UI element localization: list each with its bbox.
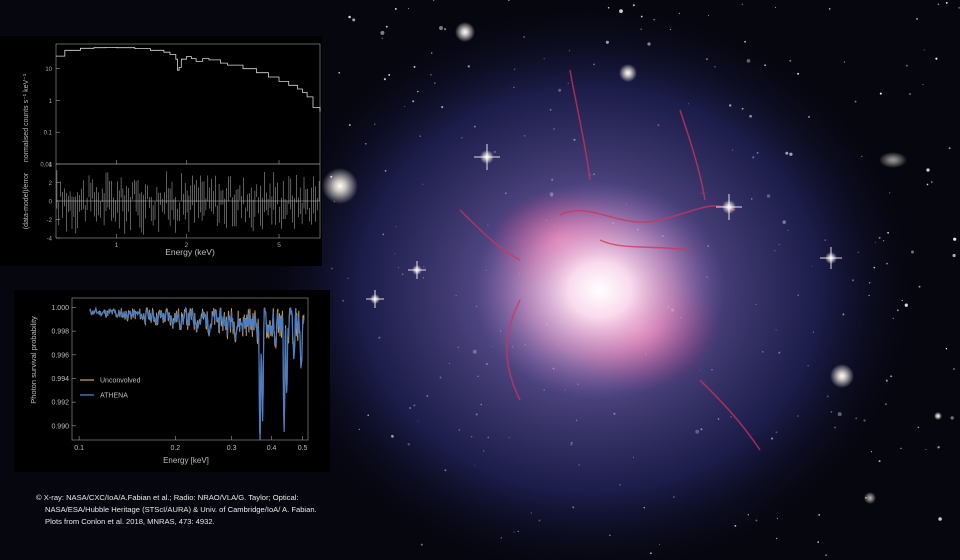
survival-y-tick-label: 0.998 xyxy=(51,329,69,336)
background-star xyxy=(394,7,397,10)
background-star xyxy=(338,72,341,74)
background-star xyxy=(948,147,951,150)
background-star xyxy=(871,451,873,453)
background-star xyxy=(828,8,831,10)
background-star xyxy=(380,30,385,35)
background-star xyxy=(507,0,510,1)
background-star xyxy=(953,237,957,241)
survival-series-athena xyxy=(89,306,305,441)
background-star xyxy=(381,37,383,39)
background-star xyxy=(952,253,956,258)
survival-y-tick-label: 0.996 xyxy=(51,352,69,359)
survival-y-tick-label: 1.000 xyxy=(51,305,69,312)
survival-x-tick-label: 0.1 xyxy=(74,445,84,452)
background-star xyxy=(915,17,919,20)
background-star xyxy=(854,100,857,103)
spectrum-top-y-tick-label: 10 xyxy=(45,67,52,73)
spectrum-bottom-y-label: (data-model)/error xyxy=(23,172,30,229)
spectrum-top-y-label: normalised counts s⁻¹ keV⁻¹ xyxy=(23,73,30,162)
background-star xyxy=(348,15,351,19)
background-star xyxy=(922,83,924,86)
background-star xyxy=(926,183,929,186)
background-star xyxy=(433,0,435,2)
spectrum-top-y-tick-label: 1 xyxy=(49,99,53,105)
background-star xyxy=(352,18,356,22)
background-star xyxy=(917,426,920,429)
spectrum-x-tick-label: 2 xyxy=(185,242,189,249)
background-star xyxy=(926,168,930,172)
survival-y-tick-label: 0.992 xyxy=(51,400,69,407)
xray-spectrum-panel: 10 1 0.1 0.01 4 2 0 -2 -4 1 2 5 Energy (keV) normal… xyxy=(0,36,322,266)
background-star xyxy=(817,541,819,543)
survival-x-tick-label: 0.5 xyxy=(298,445,308,452)
image-credit: © X-ray: NASA/CXC/IoA/A.Fabian et al.; R… xyxy=(36,492,336,528)
spectrum-x-tick-label: 1 xyxy=(115,242,119,249)
background-star xyxy=(925,448,927,451)
background-star xyxy=(878,460,881,463)
background-star xyxy=(935,57,938,60)
background-star xyxy=(906,64,908,67)
background-star xyxy=(818,513,821,516)
background-star xyxy=(420,543,423,546)
background-star xyxy=(879,92,882,95)
credit-line-2: NASA/ESA/Hubble Heritage (STScI/AURA) & … xyxy=(45,505,317,514)
background-star xyxy=(953,368,955,370)
background-star xyxy=(741,3,743,5)
background-star xyxy=(439,26,443,30)
spectrum-top-frame xyxy=(55,43,321,165)
survival-probability-chart: 1.000 0.998 0.996 0.994 0.992 0.990 0.1 0.2 0.3 0… xyxy=(29,297,309,465)
background-star xyxy=(774,6,777,9)
background-star xyxy=(909,93,911,95)
background-star xyxy=(707,15,710,17)
legend-label-athena: ATHENA xyxy=(100,393,128,400)
background-star xyxy=(931,181,933,183)
survival-y-tick-label: 0.994 xyxy=(51,376,69,383)
background-star xyxy=(958,7,960,9)
legend-label-unconvolved: Unconvolved xyxy=(100,378,141,385)
survival-x-tick-label: 0.4 xyxy=(267,445,277,452)
xray-spectrum-chart: 10 1 0.1 0.014 2 0 -2 -4 1 2 5 Energy (keV) normal… xyxy=(23,43,321,257)
background-star xyxy=(950,416,954,420)
background-star xyxy=(945,348,948,350)
survival-frame xyxy=(71,297,309,441)
spectrum-top-y-tick-label: 0.1 xyxy=(44,131,53,137)
spectrum-bottom-y-tick-label: -2 xyxy=(47,218,53,224)
background-star xyxy=(900,447,902,450)
credit-line-3: Plots from Conlon et al. 2018, MNRAS, 47… xyxy=(45,517,215,526)
survival-x-tick-label: 0.2 xyxy=(170,445,180,452)
background-star xyxy=(945,2,948,4)
spectrum-bottom-y-tick-label: 2 xyxy=(49,181,53,187)
background-star xyxy=(407,7,409,10)
spectrum-model-line xyxy=(56,47,321,112)
survival-x-label: Energy [keV] xyxy=(163,456,209,465)
background-star xyxy=(843,61,845,63)
background-star xyxy=(385,25,388,28)
survival-probability-panel: 1.000 0.998 0.996 0.994 0.992 0.990 0.1 0.2 0.3 0… xyxy=(14,290,330,472)
spectrum-bottom-y-tick-label: -4 xyxy=(47,237,53,243)
background-star xyxy=(825,554,827,556)
spectrum-bottom-y-tick-label: 0 xyxy=(49,200,53,206)
spectrum-x-tick-label: 5 xyxy=(277,242,281,249)
background-star xyxy=(938,517,942,521)
background-star xyxy=(937,3,940,6)
credit-line-1: © X-ray: NASA/CXC/IoA/A.Fabian et al.; R… xyxy=(36,493,299,502)
spectrum-x-label: Energy (keV) xyxy=(165,247,215,257)
survival-x-tick-label: 0.3 xyxy=(227,445,237,452)
background-star xyxy=(775,537,778,540)
background-star xyxy=(923,49,925,51)
spectrum-top-y-tick-label: 0.01 xyxy=(40,163,52,169)
survival-y-tick-label: 0.990 xyxy=(51,423,69,430)
spectrum-bottom-y-tick-label: 4 xyxy=(49,163,53,169)
background-star xyxy=(937,446,940,449)
survival-y-label: Photon survival probability xyxy=(29,316,38,404)
